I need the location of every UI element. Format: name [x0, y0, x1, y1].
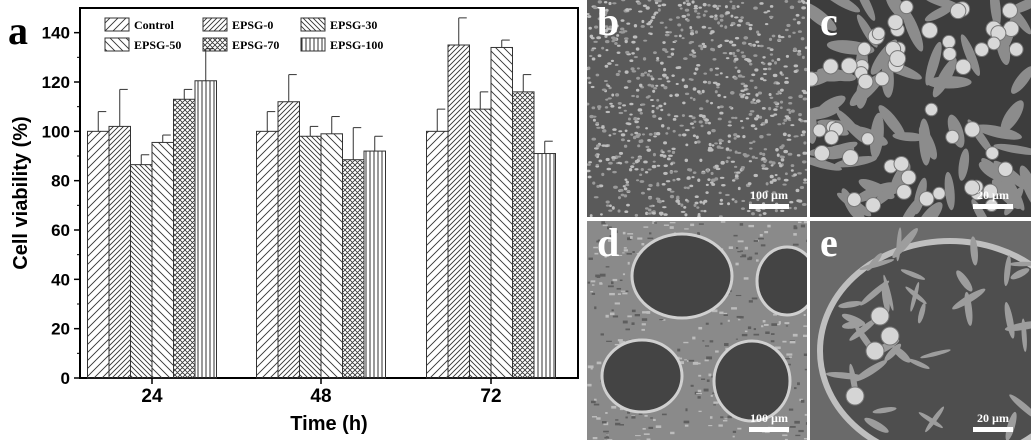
legend-label-epsg-0: EPSG-0 [232, 18, 273, 32]
sem-image-e: e 20 µm [810, 221, 1031, 440]
bar-epsg-100-72 [533, 153, 556, 379]
sem-label-d: d [597, 221, 620, 265]
y-axis-label: Cell viability (%) [10, 116, 32, 269]
legend-swatch-epsg-0 [202, 17, 228, 32]
legend-swatch-control [104, 17, 130, 32]
sem-image-c: c 20 µm [810, 0, 1031, 217]
legend-swatch-epsg-30 [300, 17, 326, 32]
bar-epsg-100-48 [363, 150, 386, 379]
scale-bar-e: 20 µm [965, 410, 1021, 432]
y-tick-label: 60 [51, 221, 70, 240]
scale-bar-b: 100 µm [741, 187, 797, 209]
bar-epsg-30-48 [299, 135, 322, 379]
y-tick-label: 20 [51, 320, 70, 339]
scale-text-c: 20 µm [977, 187, 1009, 202]
bar-epsg-0-48 [277, 101, 300, 379]
scale-bar-c: 20 µm [965, 187, 1021, 209]
scale-text-b: 100 µm [750, 187, 788, 202]
legend-swatch-epsg-50 [104, 37, 130, 52]
sem-texture-c [810, 0, 1031, 217]
sem-image-b: b 100 µm [587, 0, 807, 217]
y-tick-label: 120 [42, 73, 70, 92]
bar-epsg-70-48 [342, 159, 365, 379]
legend-label-epsg-50: EPSG-50 [134, 38, 181, 52]
y-tick-label: 100 [42, 122, 70, 141]
bar-epsg-0-24 [108, 125, 131, 379]
legend-swatch-epsg-100 [300, 37, 326, 52]
y-tick-label: 40 [51, 270, 70, 289]
scale-text-e: 20 µm [977, 410, 1009, 425]
y-tick-label: 0 [61, 369, 70, 388]
bar-control-48 [256, 130, 279, 379]
bar-epsg-0-72 [447, 44, 470, 379]
x-tick-label: 24 [141, 386, 163, 407]
bar-epsg-50-48 [320, 133, 343, 379]
legend-label-epsg-70: EPSG-70 [232, 38, 279, 52]
sem-image-d: d 100 µm [587, 221, 807, 440]
bar-epsg-30-24 [130, 164, 153, 379]
scale-bar-d: 100 µm [741, 410, 797, 432]
legend-label-control: Control [134, 18, 174, 32]
scale-text-d: 100 µm [750, 410, 788, 425]
sem-label-e: e [820, 221, 838, 265]
sem-texture-e [810, 221, 1031, 440]
sem-texture-d [587, 221, 807, 440]
bar-control-24 [87, 130, 110, 379]
bar-epsg-30-72 [469, 108, 492, 379]
y-tick-label: 140 [42, 24, 70, 43]
x-tick-label: 48 [310, 386, 331, 407]
bar-epsg-100-24 [194, 80, 217, 379]
legend-label-epsg-30: EPSG-30 [330, 18, 377, 32]
bar-epsg-50-72 [490, 46, 513, 379]
x-tick-label: 72 [480, 386, 501, 407]
sem-label-c: c [820, 0, 838, 44]
y-tick-label: 80 [51, 172, 70, 191]
chart-svg: a 0 20 40 60 80 100 120 140 Cell viability (%) 24… [8, 7, 579, 435]
legend-label-epsg-100: EPSG-100 [330, 38, 383, 52]
x-axis-label: Time (h) [290, 413, 367, 435]
panel-label-a: a [8, 8, 28, 53]
legend-swatch-epsg-70 [202, 37, 228, 52]
sem-label-b: b [597, 0, 620, 44]
sem-texture-b [587, 0, 807, 217]
bar-epsg-70-72 [512, 91, 535, 379]
bar-control-72 [426, 130, 449, 379]
bar-epsg-70-24 [173, 98, 196, 379]
cell-viability-chart: a 0 20 40 60 80 100 120 140 Cell viability (%) 24… [8, 7, 579, 435]
bar-epsg-50-24 [151, 141, 174, 379]
